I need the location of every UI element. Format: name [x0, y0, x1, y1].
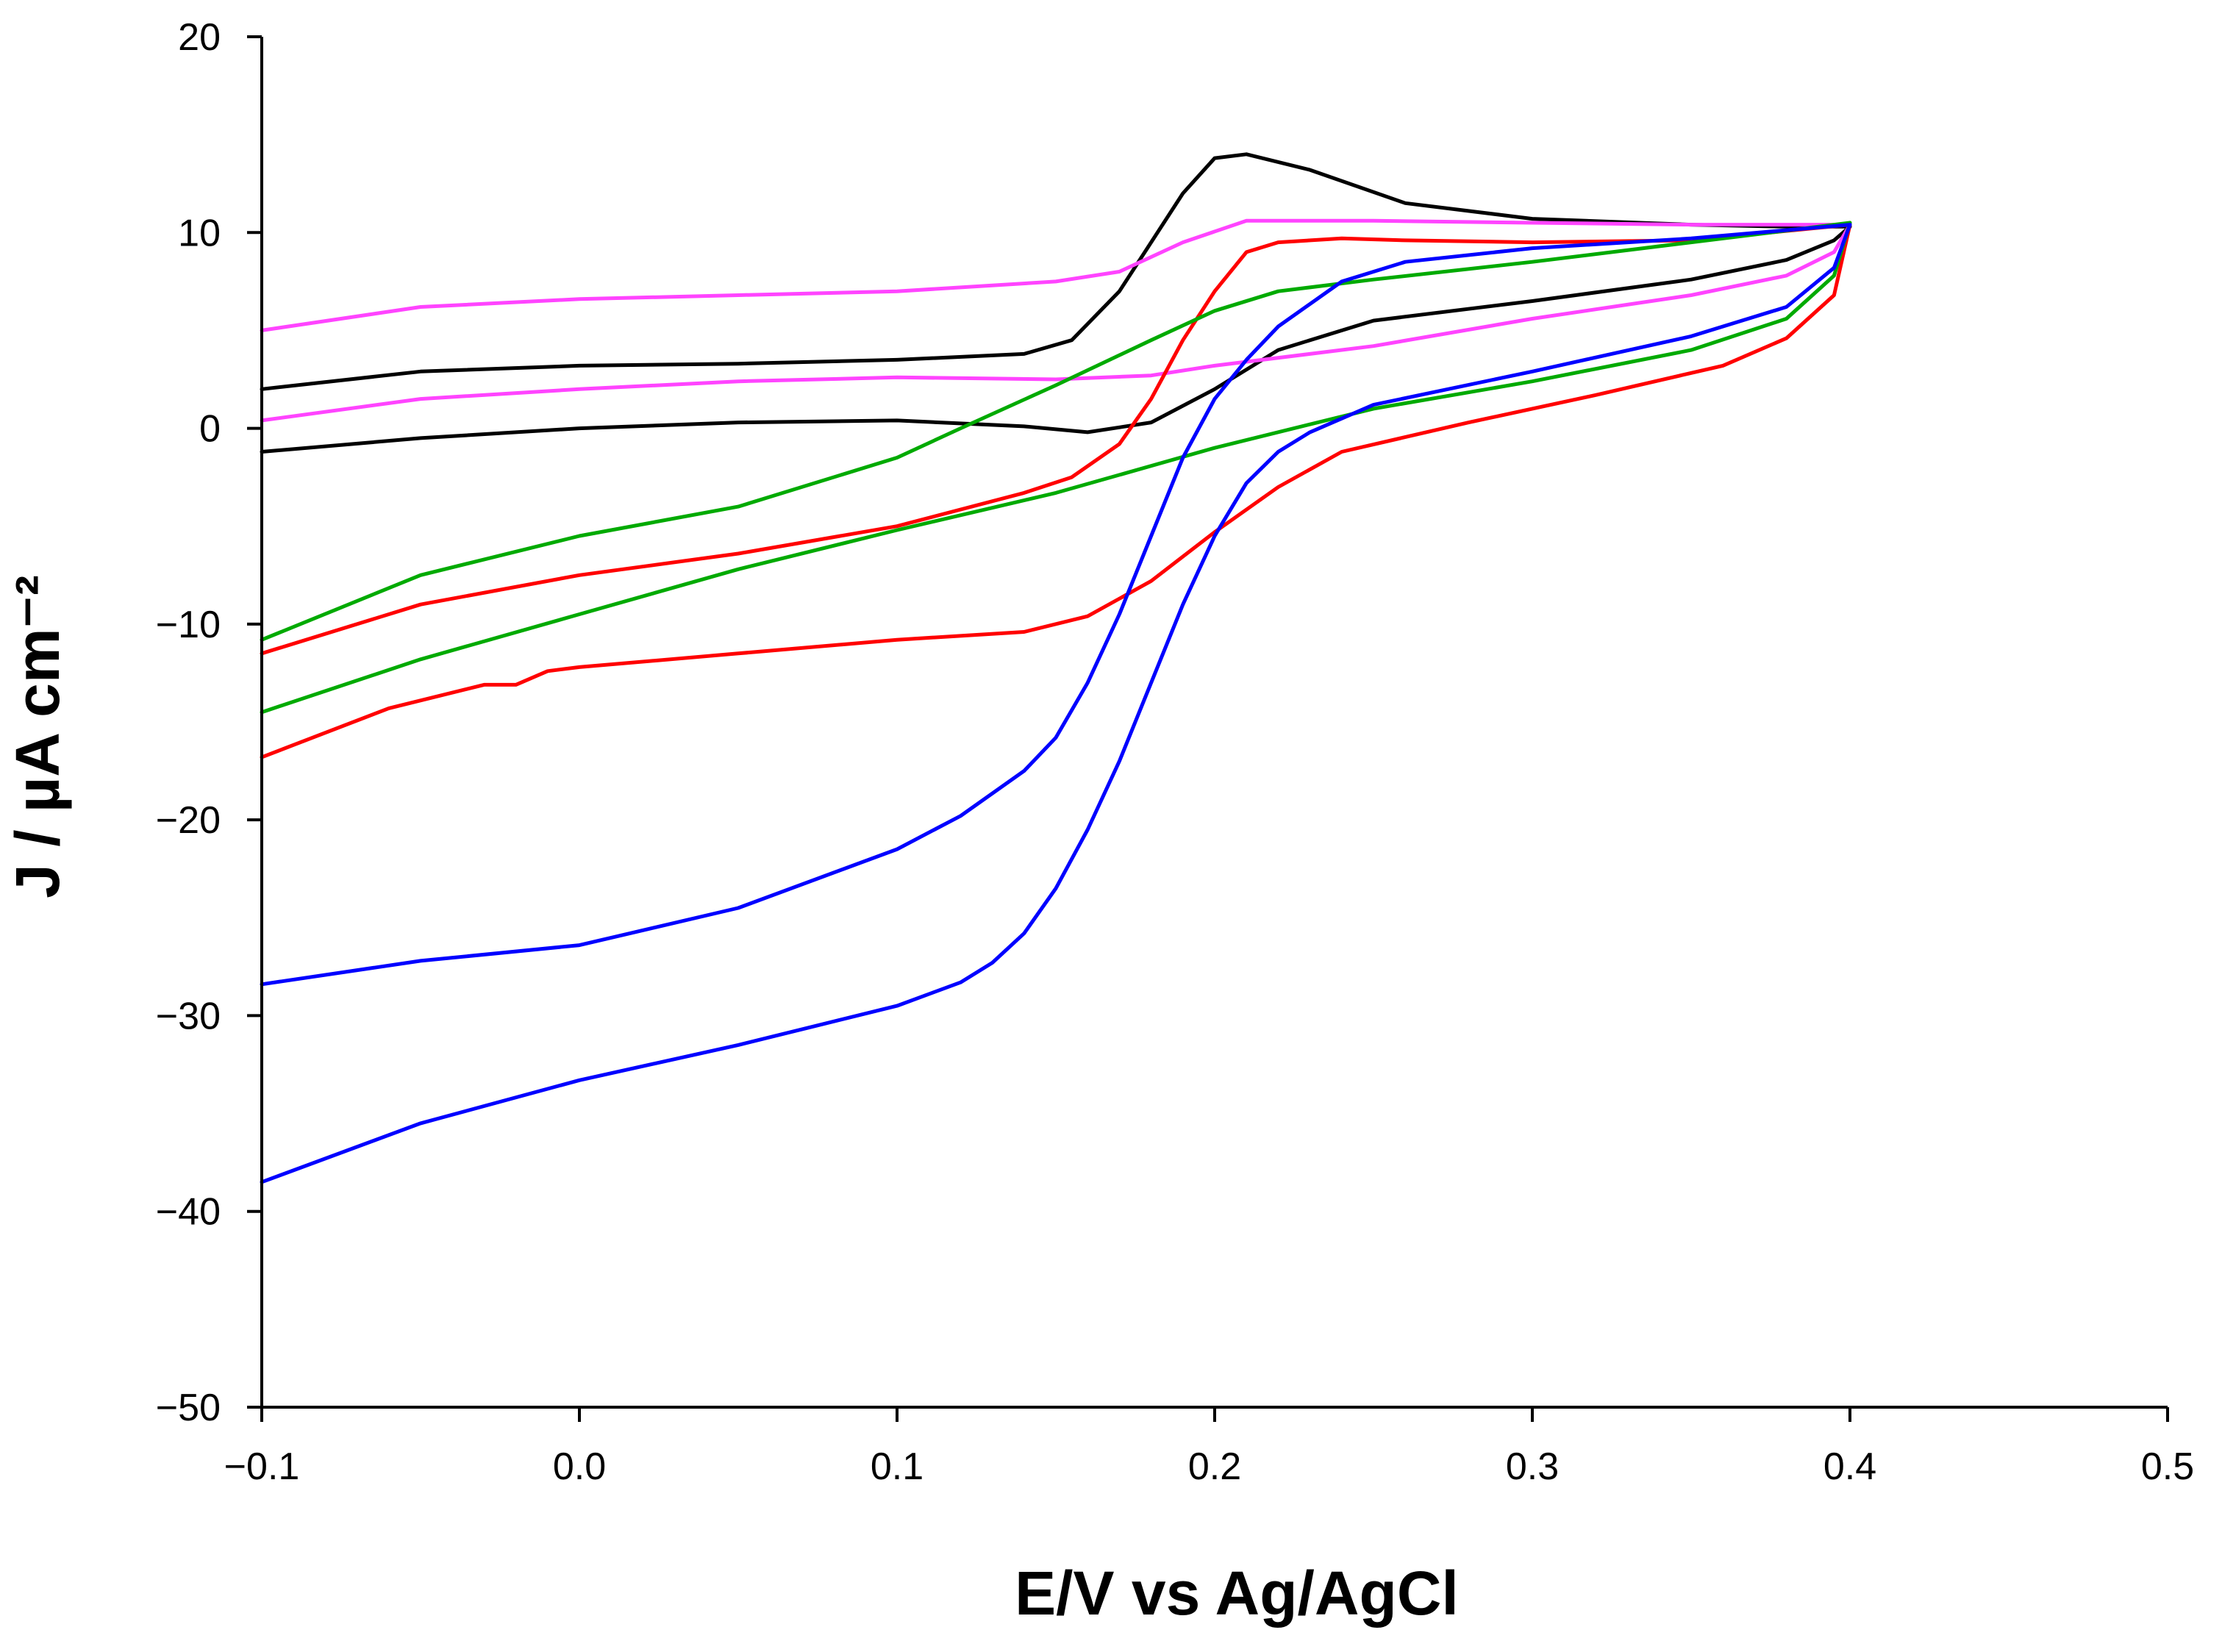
y-tick-label: −10	[156, 604, 221, 646]
x-tick-label: 0.3	[1506, 1445, 1559, 1488]
y-tick-label: −20	[156, 799, 221, 842]
x-tick-label: −0.1	[224, 1445, 300, 1488]
x-tick-label: 0.1	[871, 1445, 924, 1488]
x-tick-label: 0.5	[2141, 1445, 2194, 1488]
x-axis-title: E/V vs Ag/AgCl	[1015, 1559, 1459, 1628]
y-tick-label: −50	[156, 1387, 221, 1429]
y-tick-label: 0	[199, 408, 221, 451]
series-red-forward	[260, 223, 1852, 759]
series-green-forward	[260, 221, 1852, 715]
series-magenta-forward	[260, 223, 1852, 423]
y-tick-label: −40	[156, 1191, 221, 1234]
x-tick-label: 0.0	[553, 1445, 606, 1488]
axes-layer	[260, 37, 2168, 1409]
series-blue-reverse	[260, 223, 1852, 987]
y-axis-title: J / µA cm⁻²	[3, 575, 72, 898]
ticks-layer: 20 10 0 −10 −20 −30 −40 −50−0.1 0.0 0.1 0.2 0.3 0.4 0…	[156, 16, 2194, 1488]
series-layer	[260, 152, 1852, 1184]
x-tick-label: 0.4	[1823, 1445, 1876, 1488]
series-magenta-reverse	[260, 218, 1852, 332]
y-tick-label: −30	[156, 995, 221, 1037]
series-green-reverse	[260, 221, 1852, 642]
y-tick-label: 10	[178, 212, 221, 254]
y-tick-label: 20	[178, 16, 221, 59]
series-red-reverse	[260, 223, 1852, 656]
x-tick-label: 0.2	[1188, 1445, 1241, 1488]
series-black-reverse	[260, 152, 1852, 391]
series-black-forward	[260, 224, 1852, 454]
series-blue-forward	[260, 223, 1852, 1184]
